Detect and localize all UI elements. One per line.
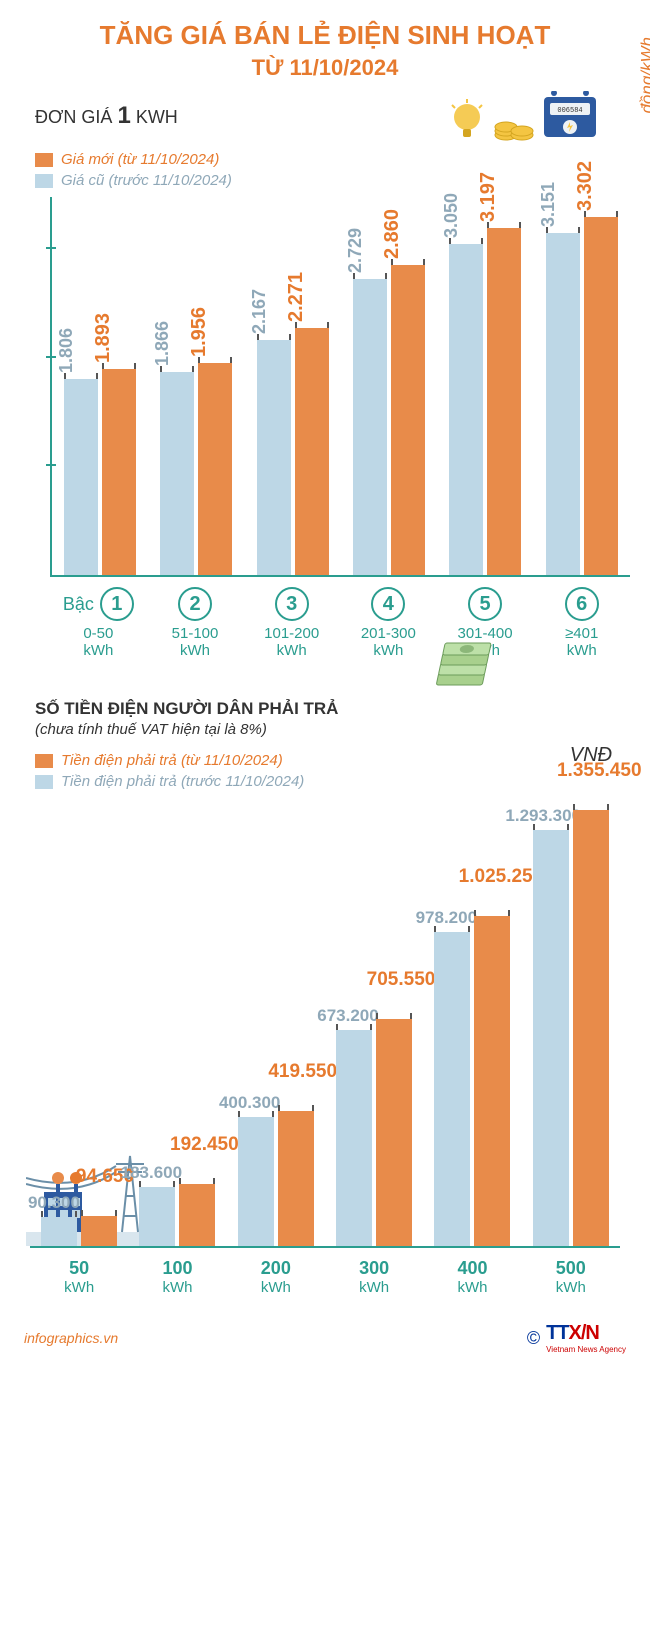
chart2-bar-old: 1.293.300 [533,830,569,1246]
legend-label-old: Tiền điện phải trả (trước 11/10/2024) [61,773,304,790]
chart1-bar-old: 1.866 [160,372,194,575]
chart2-bar-old: 978.200 [434,932,470,1246]
chart2-bar-new: 1.355.450 [573,810,609,1246]
chart1-bar-new-value: 3.197 [477,172,500,222]
chart1-bar-old: 3.050 [449,244,483,575]
chart1-bar-old: 1.806 [64,379,98,575]
chart1-bar-new: 3.197 [487,228,521,575]
chart2-x-tick: 50kWh [30,1258,128,1296]
chart1-x-tick: 6≥401kWh [533,587,630,659]
chart1-bar-group: 3.1513.302 [534,217,630,576]
chart1-bar-old-value: 2.729 [345,228,366,273]
chart1-bar-old-value: 2.167 [249,289,270,334]
chart2-title: SỐ TIỀN ĐIỆN NGƯỜI DÂN PHẢI TRẢ [35,699,630,719]
footer-logo: © TTX/N Vietnam News Agency [527,1322,626,1354]
chart1-x-tick: 251-100kWh [147,587,244,659]
chart2-x-tick: 100kWh [128,1258,226,1296]
chart1-bar-old-value: 3.050 [441,193,462,238]
chart1-bar-new-value: 2.271 [285,272,308,322]
page-subtitle: TỪ 11/10/2024 [20,55,630,81]
chart1-bar-group: 2.7292.860 [341,217,437,576]
chart2-bar-old: 400.300 [238,1117,274,1246]
chart2-x-tick: 200kWh [227,1258,325,1296]
legend-label-new: Tiền điện phải trả (từ 11/10/2024) [61,752,283,769]
legend-swatch-new [35,153,53,167]
chart2-x-tick: 400kWh [423,1258,521,1296]
electric-meter-icon: 006584 [540,91,600,141]
chart1-bar-group: 3.0503.197 [437,217,533,576]
chart1-bar-new-value: 1.956 [188,307,211,357]
chart2-bar-group: 978.2001.025.250 [423,810,521,1246]
page-footer: infographics.vn © TTX/N Vietnam News Age… [20,1316,630,1360]
svg-text:006584: 006584 [557,107,582,115]
chart1-bar-new-value: 1.893 [92,313,115,363]
chart1-x-tick: Bậc10-50kWh [50,587,147,659]
chart2-bar-new: 705.550 [376,1019,412,1246]
page-title: TĂNG GIÁ BÁN LẺ ĐIỆN SINH HOẠT [20,20,630,51]
chart1-bar-group: 2.1672.271 [245,217,341,576]
chart2-bar-group: 673.200705.550 [325,810,423,1246]
chart2-subtitle: (chưa tính thuế VAT hiện tại là 8%) [35,721,630,738]
legend-swatch-old [35,775,53,789]
chart2-bar-old: 90.300 [41,1217,77,1246]
chart2-bar-old: 183.600 [139,1187,175,1246]
meter-illustration: 006584 [446,91,600,141]
chart1-bar-group: 1.8661.956 [148,217,244,576]
chart2-bar-group: 1.293.3001.355.450 [522,810,620,1246]
legend-label-new: Giá mới (từ 11/10/2024) [61,151,219,168]
chart2-bar-new: 94.650 [81,1216,117,1246]
chart2-bar-group: 183.600192.450 [128,810,226,1246]
chart1-x-axis: Bậc10-50kWh251-100kWh3101-200kWh4201-300… [50,587,630,659]
chart2-bar-new: 1.025.250 [474,916,510,1246]
chart1-bar-new: 2.860 [391,265,425,576]
chart1-bar-old-value: 3.151 [538,182,559,227]
chart2-bar-group: 400.300419.550 [227,810,325,1246]
lightbulb-icon [446,99,488,141]
chart2-x-tick: 300kWh [325,1258,423,1296]
chart2-bar-old-value: 1.293.300 [505,806,581,826]
chart2-bar-old-value: 90.300 [28,1193,80,1213]
money-stack-icon [430,639,500,693]
unit-price-label: ĐƠN GIÁ 1 KWH [35,102,178,130]
chart2-bar-new: 419.550 [278,1111,314,1246]
chart2-x-tick: 500kWh [522,1258,620,1296]
chart2-bar-old-value: 183.600 [121,1163,182,1183]
chart2-plot: VNĐ 90.30094.650183.600192.450400.300419… [30,798,620,1248]
chart1-plot: đồng/kWh 1.8061.8931.8661.9562.1672.2712… [50,197,630,577]
chart2-bar-new: 192.450 [179,1184,215,1246]
chart2-bar-old: 673.200 [336,1030,372,1246]
chart2-bar-old-value: 400.300 [219,1093,280,1113]
chart1-bar-group: 1.8061.893 [52,217,148,576]
chart1-bar-new-value: 2.860 [381,208,404,258]
chart1-bar-new-value: 3.302 [574,160,597,210]
chart1-bar-old-value: 1.806 [56,328,77,373]
chart2-bar-old-value: 673.200 [317,1006,378,1026]
footer-source: infographics.vn [24,1330,118,1346]
coins-icon [494,115,534,141]
chart1-x-tick: 4201-300kWh [340,587,437,659]
legend-swatch-new [35,754,53,768]
legend-label-old: Giá cũ (trước 11/10/2024) [61,172,232,189]
chart2-bar-new-value: 1.355.450 [557,760,642,782]
chart2-bar-old-value: 978.200 [416,908,477,928]
chart2-legend: Tiền điện phải trả (từ 11/10/2024) Tiền … [35,752,630,790]
chart1-bar-old: 3.151 [546,233,580,575]
chart1-bar-old: 2.167 [257,340,291,575]
chart1-bar-new: 2.271 [295,328,329,575]
chart1-bar-old-value: 1.866 [152,321,173,366]
chart1-y-unit: đồng/kWh [638,37,650,114]
chart2-bar-group: 90.30094.650 [30,810,128,1246]
chart1-bar-new: 3.302 [584,217,618,576]
chart1-bar-new: 1.893 [102,369,136,575]
chart1-x-tick: 3101-200kWh [243,587,340,659]
chart2-x-axis: 50kWh100kWh200kWh300kWh400kWh500kWh [30,1258,620,1296]
chart1-bar-old: 2.729 [353,279,387,575]
legend-swatch-old [35,174,53,188]
chart1-bar-new: 1.956 [198,363,232,575]
